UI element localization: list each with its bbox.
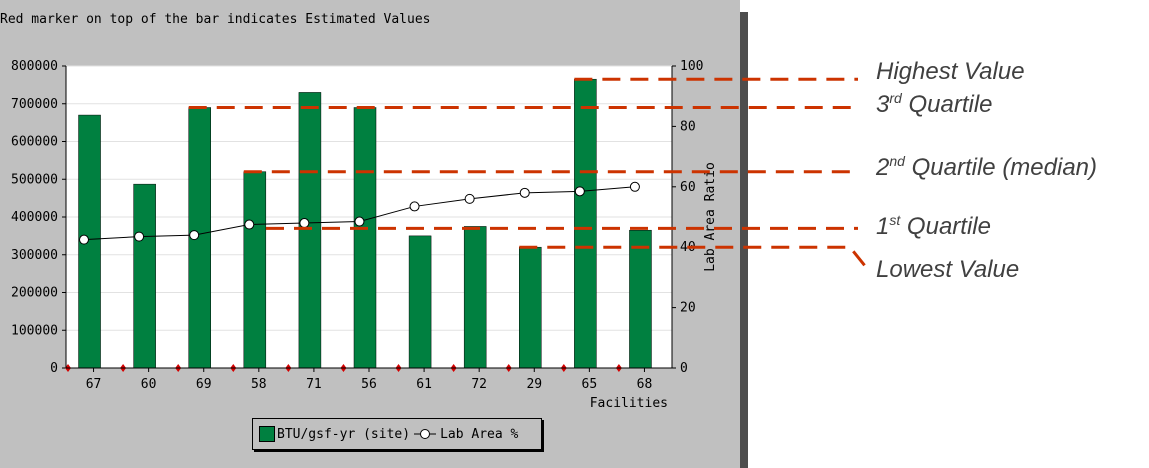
bar [298,92,322,369]
bar [353,107,377,369]
lab-area-line [79,181,640,245]
y-tick-label: 700000 [11,97,58,112]
y-tick-label: 100000 [11,323,58,338]
x-tick-label: 68 [637,377,653,392]
annotation-q1: 1st Quartile [876,212,991,240]
legend: BTU/gsf-yr (site) Lab Area % [252,418,542,450]
legend-line-label: Lab Area % [440,426,519,442]
y-tick-label: 0 [50,361,58,376]
y2-tick-label: 60 [680,180,696,195]
lab-area-point [79,234,89,245]
lab-area-point [574,186,585,197]
x-axis-label: Facilities [590,396,668,411]
x-tick-label: 29 [526,377,542,392]
y-tick-label: 300000 [11,248,58,263]
lab-area-point [354,216,365,227]
lab-area-point [189,230,200,241]
bar [519,246,542,369]
lab-area-point [519,187,530,198]
x-tick-label: 65 [582,377,598,392]
x-tick-label: 72 [471,377,487,392]
bar [133,183,156,369]
bar [629,229,652,369]
bar [463,226,487,369]
lab-area-point [464,193,475,204]
y2-tick-label: 20 [680,301,696,316]
y2-tick-label: 80 [680,119,696,134]
lab-area-point [629,181,640,192]
annotation-lines [188,77,868,269]
x-tick-label: 71 [306,377,322,392]
y-tick-labels: 0 100000 200000 300000 400000 500000 600000 700… [11,59,58,376]
y-tick-label: 500000 [11,172,58,187]
y-tick-label: 200000 [11,286,58,301]
legend-bar-swatch [259,426,275,442]
x-tick-label: 69 [196,377,212,392]
y-tick-label: 600000 [11,135,58,150]
y-tick-label: 800000 [11,59,58,74]
bar [243,171,267,369]
axes [65,66,673,369]
y2-tick-label: 100 [680,59,703,74]
lab-area-point [299,218,310,229]
x-tick-label: 60 [141,377,157,392]
x-tick-labels: 67 60 69 58 71 56 61 72 29 65 68 [86,377,653,392]
x-tick-label: 58 [251,377,267,392]
annotation-lowest: Lowest Value [876,256,1020,283]
x-tick-label: 67 [86,377,102,392]
estimated-values-note: Red marker on top of the bar indicates E… [0,12,431,27]
bar [408,235,432,369]
legend-bar-label: BTU/gsf-yr (site) [277,426,411,442]
legend-line-symbol [414,429,437,439]
y2-tick-label: 0 [680,361,688,376]
panel-shadow [740,12,748,468]
lab-area-point [134,231,145,242]
y2-axis-label: Lab Area Ratio [703,162,718,272]
x-tick-label: 61 [416,377,432,392]
annotation-line-lowest [519,245,868,269]
x-tick-label: 56 [361,377,377,392]
annotation-q3: 3rd Quartile [876,90,993,118]
annotation-highest: Highest Value [876,58,1025,85]
lab-area-point [409,201,420,212]
annotation-q2: 2nd Quartile (median) [876,153,1098,181]
bar [574,78,597,369]
lab-area-point [244,219,255,230]
y-tick-label: 400000 [11,210,58,225]
